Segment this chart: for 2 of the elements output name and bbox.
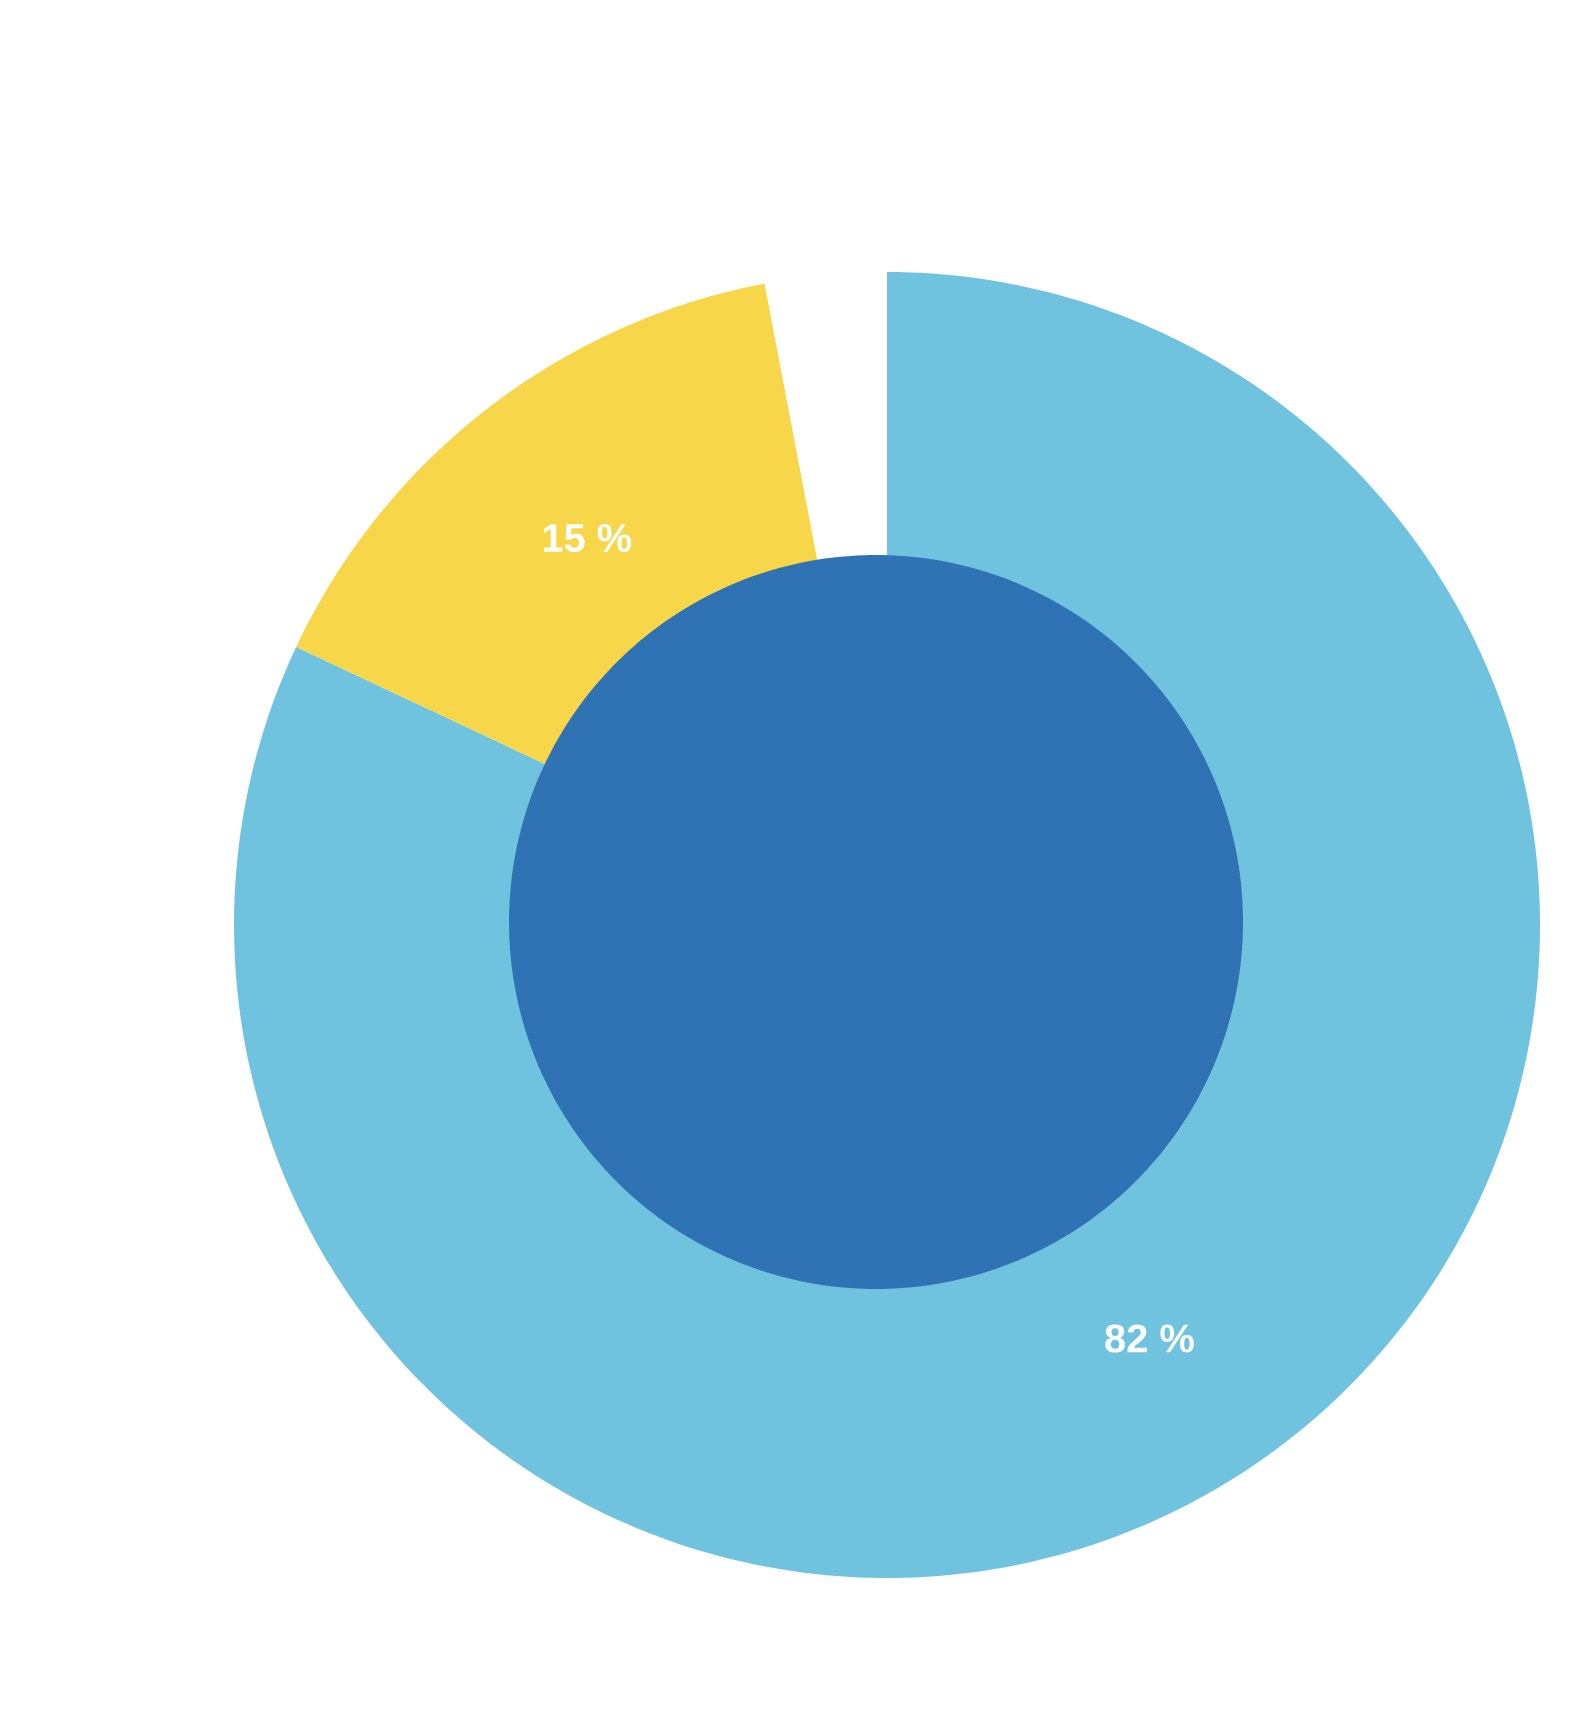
data-label: 82 % (1105, 1324, 1194, 1353)
data-label: 15 % (543, 523, 632, 553)
